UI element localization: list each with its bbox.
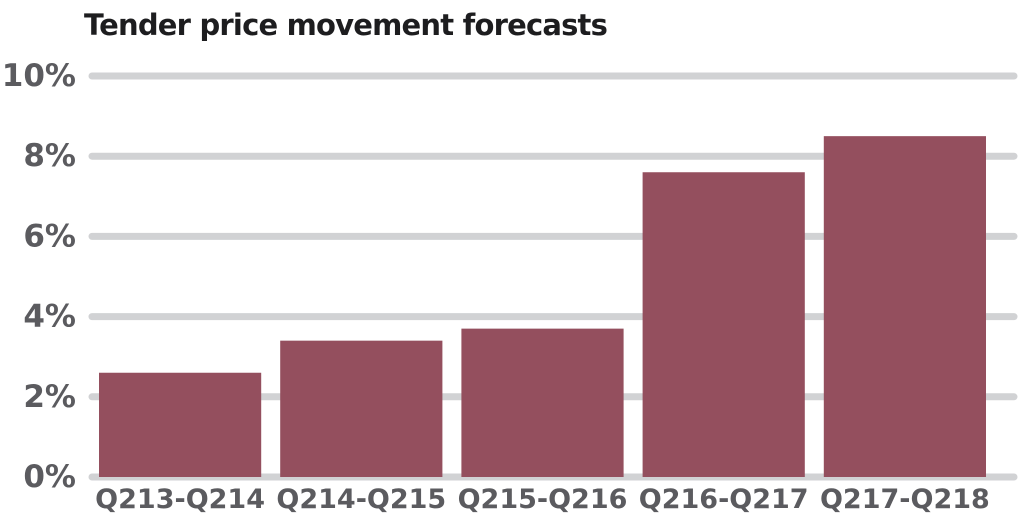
bar: [99, 372, 262, 477]
y-tick-label: 10%: [2, 58, 76, 94]
y-tick-label: 6%: [23, 218, 76, 254]
x-tick-label: Q217-Q218: [820, 484, 990, 515]
x-tick-label: Q215-Q216: [458, 484, 628, 515]
chart-title: Tender price movement forecasts: [84, 8, 608, 42]
y-axis: 0% 2% 4% 6% 8% 10%: [2, 58, 76, 495]
y-tick-label: 4%: [23, 299, 76, 335]
bar: [642, 172, 805, 478]
x-tick-label: Q214-Q215: [276, 484, 446, 515]
bar: [823, 136, 986, 477]
x-axis: Q213-Q214 Q214-Q215 Q215-Q216 Q216-Q217 Q217…: [95, 484, 990, 515]
bar: [461, 328, 624, 477]
y-tick-label: 0%: [23, 459, 76, 495]
x-tick-label: Q213-Q214: [95, 484, 265, 515]
y-tick-label: 8%: [23, 138, 76, 174]
bar: [280, 340, 443, 477]
y-tick-label: 2%: [23, 379, 76, 415]
bars: [99, 136, 986, 478]
x-tick-label: Q216-Q217: [639, 484, 809, 515]
